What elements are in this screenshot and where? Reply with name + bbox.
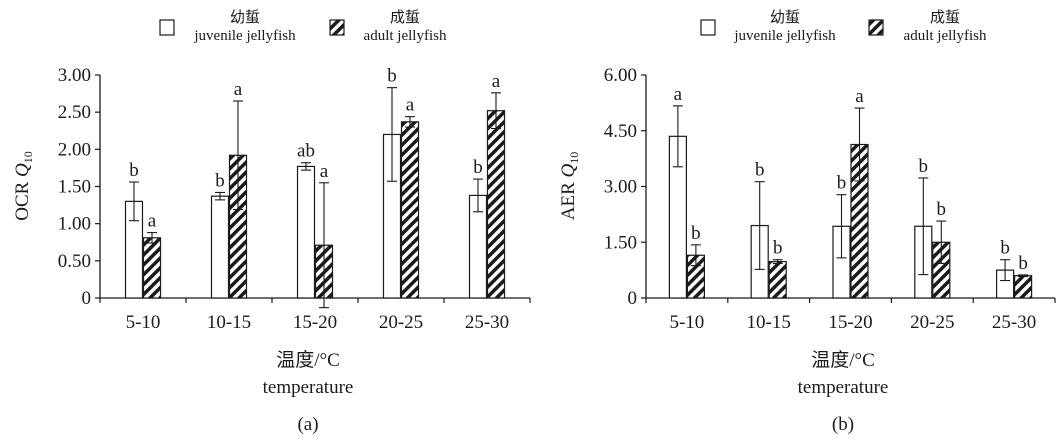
bar-adult <box>486 110 506 299</box>
x-tick-label: 15-20 <box>828 312 872 333</box>
x-axis-title-en: temperature <box>798 377 889 398</box>
x-axis-title-en: temperature <box>263 377 354 398</box>
significance-letter: b <box>773 238 783 259</box>
x-tick-label: 20-25 <box>379 312 423 333</box>
significance-letter: a <box>492 71 501 92</box>
y-tick-label: 1.00 <box>58 214 91 235</box>
significance-letter: b <box>387 66 397 87</box>
significance-letter: a <box>406 95 415 116</box>
significance-letter: a <box>320 161 329 182</box>
x-tick-label: 10-15 <box>747 312 791 333</box>
legend-adult-cn: 成蜇 <box>390 8 420 26</box>
x-tick-label: 15-20 <box>293 312 337 333</box>
x-tick-label: 20-25 <box>910 312 954 333</box>
bar-adult <box>1013 275 1033 299</box>
x-tick-label: 25-30 <box>465 312 509 333</box>
legend-juvenile-swatch <box>700 19 716 36</box>
x-tick-label: 25-30 <box>992 312 1036 333</box>
y-tick-label: 0.50 <box>58 251 91 272</box>
legend-juvenile-en: juvenile jellyfish <box>733 28 836 44</box>
y-tick-label: 1.50 <box>58 177 91 198</box>
legend-adult-en: adult jellyfish <box>904 28 987 44</box>
significance-letter: b <box>755 160 765 181</box>
panel-label: (a) <box>297 414 318 435</box>
legend-adult-en: adult jellyfish <box>364 28 447 44</box>
x-tick-label: 5-10 <box>669 312 704 333</box>
x-axis-title-cn: 温度/°C <box>276 349 340 371</box>
significance-letter: ab <box>297 141 315 162</box>
legend-adult-swatch <box>868 19 884 36</box>
bar-adult <box>400 121 420 299</box>
legend: 幼蜇 juvenile jellyfish 成蜇 adult jellyfish <box>700 8 987 44</box>
x-tick-label: 10-15 <box>207 312 251 333</box>
y-axis-title: AER Q10 <box>558 152 581 220</box>
y-tick-label: 2.00 <box>58 139 91 160</box>
significance-letter: b <box>215 170 225 191</box>
significance-letter: a <box>674 84 683 105</box>
significance-letter: b <box>473 157 483 178</box>
x-axis-title-cn: 温度/°C <box>811 349 875 371</box>
legend-juvenile-swatch <box>159 19 175 36</box>
significance-letter: b <box>937 199 947 220</box>
legend-adult-swatch <box>329 19 345 36</box>
legend-juvenile-cn: 幼蜇 <box>770 8 800 26</box>
panel-b: 幼蜇 juvenile jellyfish 成蜇 adult jellyfish… <box>558 8 1056 435</box>
y-tick-label: 2.50 <box>58 102 91 123</box>
plot-area: 0 1.50 3.00 4.50 6.00 5-10 10-15 15-20 20-25 25-3… <box>604 65 1056 333</box>
y-tick-label: 6.00 <box>604 65 637 86</box>
significance-letter: a <box>148 211 157 232</box>
significance-letter: b <box>1018 253 1028 274</box>
panel-a: 幼蜇 juvenile jellyfish 成蜇 adult jellyfish… <box>12 8 531 435</box>
y-tick-label: 3.00 <box>58 65 91 86</box>
y-tick-label: 0 <box>82 288 92 309</box>
plot-area: 0 0.50 1.00 1.50 2.00 2.50 3.00 5-10 10-15 15-20 2… <box>58 65 531 333</box>
y-tick-label: 3.00 <box>604 177 637 198</box>
significance-letter: b <box>1000 238 1010 259</box>
legend-juvenile-en: juvenile jellyfish <box>193 28 296 44</box>
y-tick-label: 0 <box>628 288 638 309</box>
y-axis-title: OCR Q10 <box>12 151 35 221</box>
bar-juvenile <box>296 165 316 299</box>
legend: 幼蜇 juvenile jellyfish 成蜇 adult jellyfish <box>159 8 447 44</box>
significance-letter: a <box>855 86 864 107</box>
significance-letter: b <box>129 160 139 181</box>
y-tick-label: 4.50 <box>604 121 637 142</box>
legend-adult-cn: 成蜇 <box>930 8 960 26</box>
bar-juvenile <box>210 195 230 299</box>
y-tick-label: 1.50 <box>604 232 637 253</box>
significance-letter: b <box>691 223 701 244</box>
significance-letter: b <box>919 156 929 177</box>
x-tick-label: 5-10 <box>126 312 161 333</box>
panel-label: (b) <box>832 414 854 435</box>
bar-adult <box>142 237 162 299</box>
legend-juvenile-cn: 幼蜇 <box>230 8 260 26</box>
bar-adult <box>768 260 787 299</box>
significance-letter: b <box>837 173 847 194</box>
significance-letter: a <box>234 79 243 100</box>
